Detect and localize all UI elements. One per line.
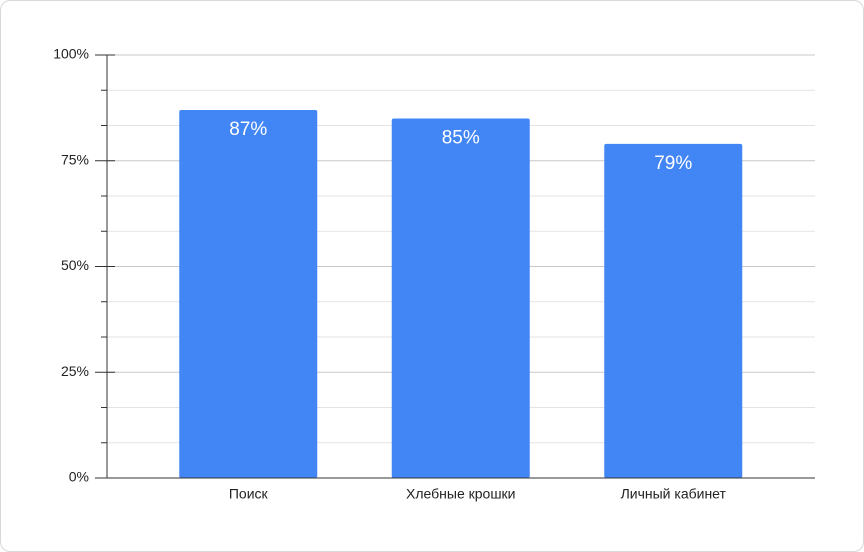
x-tick-label: Личный кабинет xyxy=(621,486,727,502)
bar xyxy=(604,143,743,478)
bar xyxy=(391,118,530,478)
value-label: 79% xyxy=(654,153,692,174)
value-label: 85% xyxy=(442,127,480,148)
y-tick-label: 75% xyxy=(61,151,89,167)
y-tick-label: 100% xyxy=(53,46,89,62)
y-tick-label: 50% xyxy=(61,257,89,273)
x-tick-label: Хлебные крошки xyxy=(406,486,516,502)
y-tick-label: 0% xyxy=(69,469,89,485)
value-label: 87% xyxy=(229,119,267,140)
x-tick-label: Поиск xyxy=(229,486,269,502)
y-tick-label: 25% xyxy=(61,363,89,379)
bar xyxy=(179,109,318,479)
